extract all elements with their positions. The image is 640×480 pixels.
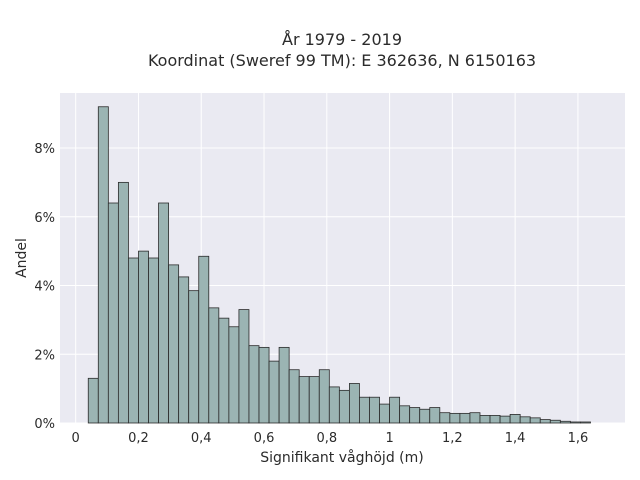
histogram-bar: [268, 360, 280, 424]
histogram-bar: [399, 405, 411, 424]
histogram-bar: [509, 414, 521, 424]
histogram-bar: [569, 421, 581, 424]
y-tick-label: 8%: [34, 142, 55, 157]
histogram-bar: [389, 396, 401, 424]
histogram-bar: [128, 257, 139, 424]
histogram-bar: [178, 276, 190, 424]
histogram-bar: [208, 307, 220, 424]
histogram-bar: [338, 389, 350, 424]
histogram-bar: [469, 412, 481, 424]
x-tick-label: 0,8: [316, 431, 337, 446]
histogram-bar: [559, 420, 571, 424]
y-tick-label: 2%: [34, 348, 55, 363]
histogram-bar: [188, 290, 200, 424]
histogram-bar: [459, 412, 471, 424]
chart-title-line1: År 1979 - 2019: [282, 30, 402, 49]
histogram-bar: [409, 407, 421, 424]
histogram-bar: [148, 257, 159, 424]
histogram-bar: [580, 421, 591, 424]
histogram-bar: [138, 250, 149, 424]
histogram-bar: [379, 403, 390, 424]
y-tick-label: 0%: [34, 417, 55, 432]
histogram-bar: [258, 346, 270, 424]
histogram-bar: [489, 415, 501, 424]
histogram-bar: [97, 106, 109, 424]
histogram-bar: [298, 376, 310, 424]
histogram-bar: [419, 408, 431, 424]
chart-title-line2: Koordinat (Sweref 99 TM): E 362636, N 61…: [148, 51, 536, 70]
y-tick-label: 4%: [34, 280, 55, 295]
histogram-bar: [107, 202, 119, 424]
histogram-bar: [519, 416, 531, 424]
histogram-bar: [278, 346, 290, 424]
histogram-bar: [248, 345, 260, 424]
histogram-bar: [238, 309, 250, 424]
y-axis-label: Andel: [14, 238, 30, 278]
x-tick-label: 1,4: [505, 431, 526, 446]
histogram-bar: [429, 407, 441, 424]
histogram-bar: [449, 412, 461, 424]
x-tick-label: 0: [72, 431, 80, 446]
histogram-bar: [228, 326, 240, 424]
histogram-bar: [359, 396, 370, 424]
x-tick-label: 1,2: [442, 431, 463, 446]
histogram-bar: [288, 369, 300, 424]
histogram-bar: [539, 419, 551, 424]
x-tick-label: 0,6: [254, 431, 275, 446]
tick-labels: 0 0,2 0,4 0,6 0,8 1 1,2 1,4 1,6 0% 2% 4% 6% 8%: [34, 142, 588, 446]
histogram-bar: [318, 369, 330, 424]
histogram-bar: [439, 412, 451, 424]
y-tick-label: 6%: [34, 211, 55, 226]
histogram-bar: [328, 386, 340, 424]
histogram-bar: [198, 255, 210, 424]
histogram-bar: [529, 417, 541, 424]
x-tick-label: 0,2: [128, 431, 149, 446]
histogram-bar: [168, 264, 180, 424]
x-tick-label: 1,6: [568, 431, 589, 446]
histogram-bar: [308, 376, 320, 424]
histogram-bar: [158, 202, 170, 424]
x-tick-label: 1: [385, 431, 393, 446]
histogram-bar: [117, 181, 129, 424]
histogram-bar: [479, 415, 491, 424]
histogram-bar: [87, 377, 99, 424]
x-axis-label: Signifikant våghöjd (m): [260, 449, 423, 466]
histogram-bar: [369, 396, 380, 424]
histogram-bar: [349, 383, 360, 424]
histogram-bar: [549, 419, 561, 424]
bars: [87, 106, 591, 424]
histogram-bar: [218, 317, 230, 424]
histogram-bar: [499, 415, 511, 424]
x-tick-label: 0,4: [191, 431, 212, 446]
